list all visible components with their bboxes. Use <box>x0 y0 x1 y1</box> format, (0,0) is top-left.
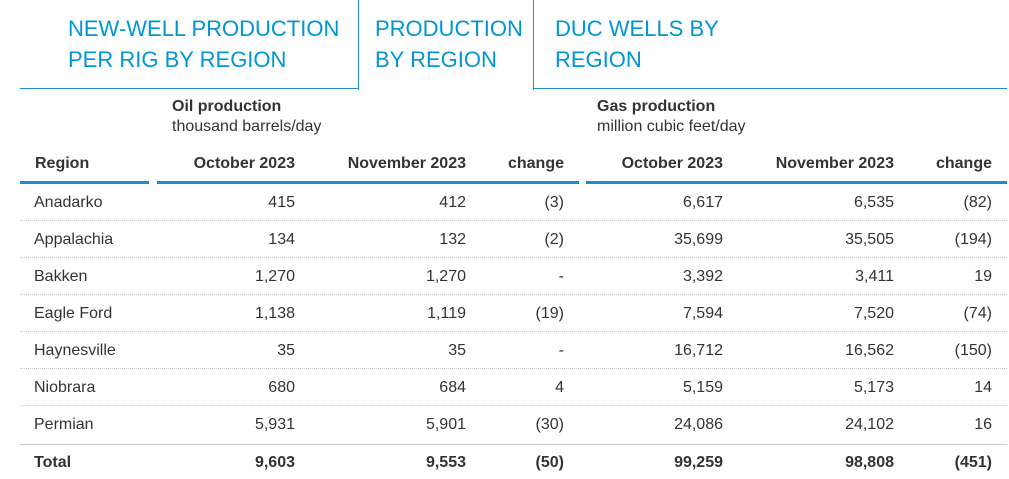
tab-new-well-production-per-rig[interactable]: NEW-WELL PRODUCTION PER RIG BY REGION <box>20 0 358 89</box>
region-cell: Permian <box>34 416 94 433</box>
table-row-total: Total 9,603 9,553 (50) 99,259 98,808 (45… <box>20 444 1007 479</box>
gas-change-cell: (451) <box>954 454 992 471</box>
tab-bar: NEW-WELL PRODUCTION PER RIG BY REGION PR… <box>20 0 1007 90</box>
region-cell: Eagle Ford <box>34 305 113 322</box>
oil-october-cell: 134 <box>268 231 295 248</box>
region-cell: Bakken <box>34 268 88 285</box>
region-cell: Haynesville <box>34 342 116 359</box>
gas-change-cell: (74) <box>963 305 992 322</box>
column-header-oil-october: October 2023 <box>193 155 295 172</box>
region-cell: Total <box>34 454 72 471</box>
gas-group-unit: million cubic feet/day <box>597 118 746 135</box>
oil-october-cell: 1,138 <box>254 305 295 322</box>
oil-change-cell: 4 <box>555 379 564 396</box>
table-row: Appalachia 134 132 (2) 35,699 35,505 (19… <box>20 221 1007 258</box>
gas-november-cell: 7,520 <box>853 305 894 322</box>
total-separator <box>20 444 1007 445</box>
gas-october-cell: 5,159 <box>682 379 723 396</box>
tab-label-line1: PRODUCTION <box>375 16 523 41</box>
header-rule-oil <box>157 181 579 184</box>
oil-october-cell: 1,270 <box>254 268 295 285</box>
table-row: Niobrara 680 684 4 5,159 5,173 14 <box>20 369 1007 406</box>
table-row: Eagle Ford 1,138 1,119 (19) 7,594 7,520 … <box>20 295 1007 332</box>
oil-change-cell: (2) <box>544 231 564 248</box>
gas-october-cell: 3,392 <box>682 268 723 285</box>
tab-label-line1: NEW-WELL PRODUCTION <box>68 16 340 41</box>
gas-october-cell: 35,699 <box>674 231 723 248</box>
gas-change-cell: 19 <box>974 268 992 285</box>
gas-group-title: Gas production <box>597 98 716 115</box>
oil-november-cell: 1,270 <box>425 268 466 285</box>
region-cell: Appalachia <box>34 231 114 248</box>
table-row: Permian 5,931 5,901 (30) 24,086 24,102 1… <box>20 406 1007 443</box>
column-header-gas-october: October 2023 <box>621 155 723 172</box>
tab-label-line2: BY REGION <box>375 47 497 72</box>
region-cell: Anadarko <box>34 194 103 211</box>
tab-duc-wells-by-region[interactable]: DUC WELLS BY REGION <box>534 0 834 89</box>
gas-november-cell: 35,505 <box>845 231 894 248</box>
tab-production-by-region[interactable]: PRODUCTION BY REGION <box>358 0 534 90</box>
gas-change-cell: 14 <box>974 379 992 396</box>
oil-group-title: Oil production <box>172 98 282 115</box>
gas-october-cell: 24,086 <box>674 416 723 433</box>
column-header-gas-november: November 2023 <box>775 155 894 172</box>
oil-november-cell: 412 <box>439 194 466 211</box>
gas-october-cell: 6,617 <box>682 194 723 211</box>
oil-november-cell: 5,901 <box>425 416 466 433</box>
oil-november-cell: 132 <box>439 231 466 248</box>
column-header-oil-change: change <box>507 155 564 172</box>
oil-change-cell: - <box>558 342 564 359</box>
column-header-region: Region <box>35 155 90 172</box>
column-header-gas-change: change <box>935 155 992 172</box>
oil-change-cell: - <box>558 268 564 285</box>
tab-label-line1: DUC WELLS BY <box>555 16 719 41</box>
oil-october-cell: 5,931 <box>254 416 295 433</box>
oil-november-cell: 35 <box>448 342 466 359</box>
gas-november-cell: 6,535 <box>853 194 894 211</box>
table-row: Haynesville 35 35 - 16,712 16,562 (150) <box>20 332 1007 369</box>
oil-november-cell: 1,119 <box>427 305 466 322</box>
oil-october-cell: 9,603 <box>254 454 295 471</box>
oil-november-cell: 684 <box>439 379 466 396</box>
gas-group-header: Gas production million cubic feet/day <box>597 97 746 137</box>
table-row: Anadarko 415 412 (3) 6,617 6,535 (82) <box>20 184 1007 221</box>
oil-november-cell: 9,553 <box>425 454 466 471</box>
oil-october-cell: 680 <box>268 379 295 396</box>
oil-change-cell: (30) <box>535 416 564 433</box>
gas-november-cell: 16,562 <box>845 342 894 359</box>
table-row: Bakken 1,270 1,270 - 3,392 3,411 19 <box>20 258 1007 295</box>
gas-november-cell: 98,808 <box>845 454 894 471</box>
header-rule-gas <box>586 181 1007 184</box>
column-header-oil-november: November 2023 <box>347 155 466 172</box>
gas-october-cell: 16,712 <box>674 342 723 359</box>
tab-label-line2: PER RIG BY REGION <box>68 47 287 72</box>
gas-october-cell: 7,594 <box>682 305 723 322</box>
gas-november-cell: 3,411 <box>855 268 894 285</box>
gas-change-cell: (194) <box>954 231 992 248</box>
oil-change-cell: (50) <box>535 454 564 471</box>
gas-october-cell: 99,259 <box>674 454 723 471</box>
gas-november-cell: 24,102 <box>845 416 894 433</box>
oil-change-cell: (19) <box>535 305 564 322</box>
oil-october-cell: 415 <box>268 194 295 211</box>
gas-change-cell: 16 <box>974 416 992 433</box>
oil-group-unit: thousand barrels/day <box>172 118 322 135</box>
gas-november-cell: 5,173 <box>853 379 894 396</box>
gas-change-cell: (150) <box>954 342 992 359</box>
oil-october-cell: 35 <box>277 342 295 359</box>
gas-change-cell: (82) <box>963 194 992 211</box>
oil-group-header: Oil production thousand barrels/day <box>172 97 321 137</box>
tab-label-line2: REGION <box>555 47 642 72</box>
region-cell: Niobrara <box>34 379 96 396</box>
header-rule-region <box>20 181 149 184</box>
oil-change-cell: (3) <box>544 194 564 211</box>
